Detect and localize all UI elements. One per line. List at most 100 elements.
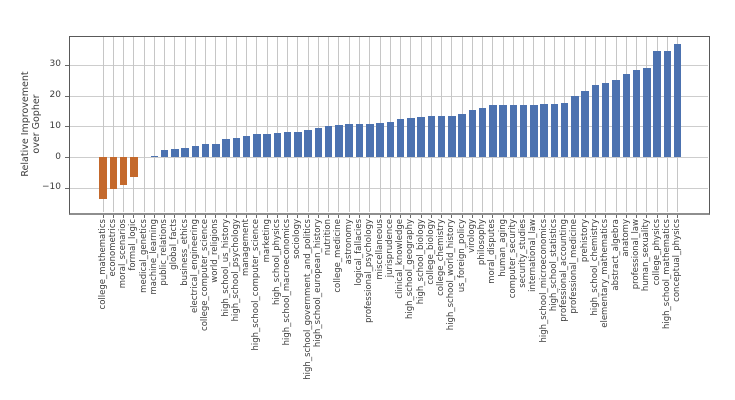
x-tick-mark <box>646 214 648 218</box>
x-tick-label: high_school_us_history <box>220 219 231 317</box>
bar <box>119 157 128 185</box>
x-tick-mark <box>482 214 484 218</box>
bar <box>314 128 323 157</box>
bar <box>448 115 456 157</box>
bar <box>468 109 477 157</box>
x-tick-label: sociology <box>292 219 303 259</box>
y-tick-label: 20 <box>49 90 61 101</box>
y-tick-mark <box>64 64 69 66</box>
x-tick-mark <box>471 214 473 218</box>
bar <box>386 122 395 157</box>
bar <box>242 136 251 157</box>
vertical-gridline <box>256 37 258 212</box>
y-tick-label: 10 <box>49 120 61 131</box>
x-tick-label: elementary_mathematics <box>600 219 611 328</box>
vertical-gridline <box>123 37 125 212</box>
x-tick-mark <box>225 214 227 218</box>
x-tick-mark <box>615 214 617 218</box>
bar <box>601 82 610 157</box>
x-tick-mark <box>574 214 576 218</box>
vertical-gridline <box>266 37 268 212</box>
x-tick-label: college_medicine <box>333 219 344 293</box>
vertical-gridline <box>102 37 104 212</box>
bar <box>396 118 405 157</box>
x-tick-mark <box>317 214 319 218</box>
x-tick-mark <box>594 214 596 218</box>
vertical-gridline <box>307 37 309 212</box>
x-tick-label: human_aging <box>497 219 508 277</box>
x-tick-mark <box>420 214 422 218</box>
bar <box>560 103 569 157</box>
x-tick-mark <box>246 214 248 218</box>
bar <box>427 115 436 157</box>
bar <box>99 157 107 200</box>
x-tick-mark <box>605 214 607 218</box>
bar <box>109 157 117 189</box>
x-tick-label: professional_psychology <box>364 219 375 323</box>
bar <box>345 123 353 157</box>
vertical-gridline <box>235 37 237 212</box>
bar <box>222 138 230 157</box>
x-tick-mark <box>379 214 381 218</box>
x-tick-label: professional_medicine <box>569 219 580 314</box>
bar <box>191 145 200 157</box>
bar <box>499 105 507 157</box>
x-tick-mark <box>205 214 207 218</box>
bar <box>540 104 548 157</box>
x-tick-mark <box>328 214 330 218</box>
bar <box>663 50 672 157</box>
bar <box>478 107 487 157</box>
horizontal-gridline <box>70 157 708 158</box>
x-tick-mark <box>174 214 176 218</box>
vertical-gridline <box>164 37 166 212</box>
x-tick-label: high_school_geography <box>405 219 416 320</box>
bar <box>212 143 220 157</box>
bar <box>550 103 559 157</box>
x-tick-mark <box>123 214 125 218</box>
x-tick-mark <box>677 214 679 218</box>
vertical-gridline <box>338 37 340 212</box>
x-tick-label: college_mathematics <box>97 219 108 310</box>
x-tick-mark <box>266 214 268 218</box>
x-tick-mark <box>287 214 289 218</box>
bar <box>376 122 384 157</box>
x-tick-mark <box>533 214 535 218</box>
vertical-gridline <box>215 37 217 212</box>
x-tick-mark <box>359 214 360 218</box>
x-tick-mark <box>666 214 668 218</box>
x-tick-mark <box>461 214 463 218</box>
x-tick-mark <box>564 214 566 218</box>
x-tick-mark <box>625 214 627 218</box>
bar <box>283 131 292 157</box>
bar <box>253 134 261 157</box>
bar <box>355 123 364 157</box>
x-tick-mark <box>492 214 494 218</box>
bar <box>130 157 138 177</box>
x-tick-mark <box>553 214 555 218</box>
x-tick-mark <box>276 214 278 218</box>
bar <box>407 118 415 157</box>
x-tick-mark <box>410 214 412 218</box>
y-tick-mark <box>64 157 69 158</box>
y-tick-mark <box>64 95 69 97</box>
x-tick-label: us_foreign_policy <box>456 219 467 293</box>
x-tick-mark <box>338 214 340 218</box>
x-tick-label: formal_logic <box>128 219 139 271</box>
vertical-gridline <box>205 37 207 212</box>
x-tick-mark <box>656 214 658 218</box>
x-tick-label: college_physics <box>651 219 662 286</box>
bar <box>591 84 600 157</box>
x-tick-mark <box>143 214 145 218</box>
bar <box>530 105 538 157</box>
bar <box>581 91 589 157</box>
x-tick-mark <box>307 214 309 218</box>
x-tick-mark <box>297 214 299 218</box>
bar <box>612 80 620 157</box>
bar <box>263 133 271 157</box>
bar <box>509 105 518 157</box>
x-tick-mark <box>133 214 135 218</box>
x-tick-label: medical_genetics <box>138 219 149 293</box>
x-tick-mark <box>164 214 166 218</box>
bar <box>632 69 641 157</box>
